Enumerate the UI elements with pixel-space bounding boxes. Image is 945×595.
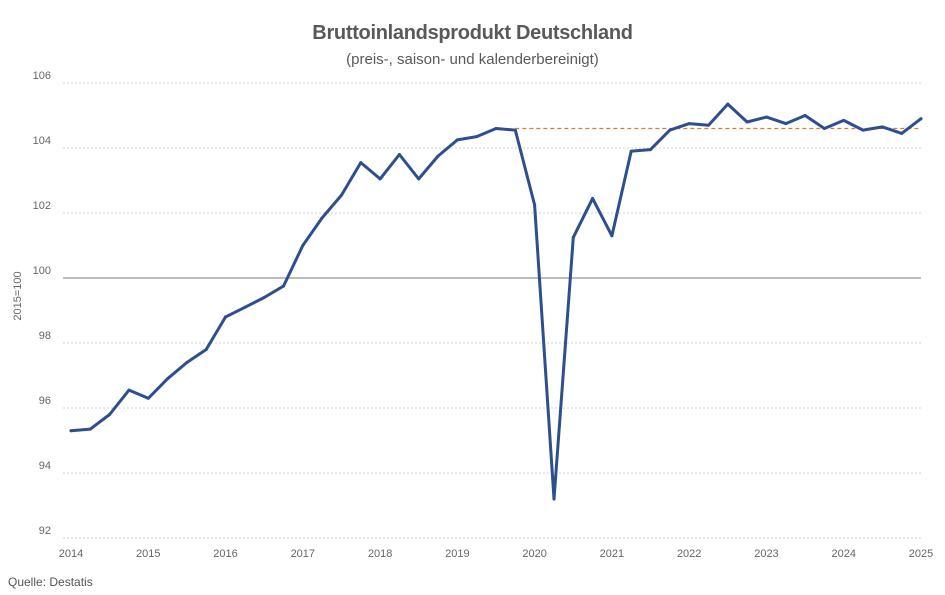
gdp-data-point <box>475 135 479 139</box>
y-tick-label: 98 <box>39 330 51 342</box>
x-tick-label: 2024 <box>831 548 855 560</box>
gdp-data-point <box>610 234 614 238</box>
y-tick-label: 94 <box>39 460 51 472</box>
y-tick-label: 104 <box>33 135 51 147</box>
gdp-data-point <box>127 388 131 392</box>
x-tick-label: 2022 <box>677 548 701 560</box>
series-layer <box>69 102 923 501</box>
x-axis-ticks: 2014 2015 2016 2017 2018 2019 2020 2021 2022 2023… <box>59 548 933 560</box>
x-tick-label: 2018 <box>368 548 392 560</box>
gdp-data-point <box>359 161 363 165</box>
gdp-data-point <box>919 117 923 121</box>
gdp-data-point <box>108 413 112 416</box>
y-axis-label: 2015=100 <box>12 271 24 320</box>
gdp-data-point <box>745 120 749 124</box>
gdp-data-point <box>146 396 150 400</box>
gdp-data-point <box>301 244 305 247</box>
gdp-data-point <box>880 125 884 129</box>
source-note: Quelle: Destatis <box>8 575 93 589</box>
gdp-data-point <box>707 123 710 127</box>
gdp-data-point <box>726 102 730 106</box>
gdp-data-point <box>533 203 537 207</box>
gdp-data-point <box>764 115 768 119</box>
gdp-series-line <box>69 102 923 501</box>
gdp-data-point <box>436 154 440 158</box>
chart-subtitle: (preis-, saison- und kalenderbereinigt) <box>346 51 599 68</box>
y-tick-label: 100 <box>33 265 51 277</box>
gdp-data-point <box>397 153 401 156</box>
gdp-data-point <box>224 315 228 319</box>
y-tick-label: 102 <box>33 200 51 212</box>
reference-lines <box>63 127 921 279</box>
gdp-data-point <box>339 193 343 197</box>
x-tick-label: 2019 <box>445 548 469 560</box>
gdp-data-point <box>185 361 189 364</box>
x-tick-label: 2017 <box>291 548 315 560</box>
x-tick-label: 2015 <box>136 548 160 560</box>
gdp-data-point <box>900 131 904 135</box>
y-axis-ticks: 92 94 96 98 100 102 104 106 <box>33 70 51 537</box>
gdp-data-point <box>552 497 556 501</box>
gdp-data-point <box>629 149 633 153</box>
gdp-data-point <box>803 114 807 117</box>
grid-lines <box>63 82 921 539</box>
gdp-data-point <box>687 122 691 126</box>
gdp-data-point <box>69 429 73 433</box>
gdp-data-point <box>320 216 324 220</box>
y-tick-label: 96 <box>39 395 51 407</box>
gdp-data-point <box>668 128 672 132</box>
gdp-data-point <box>417 177 421 181</box>
gdp-data-point <box>861 128 865 132</box>
chart-title: Bruttoinlandsprodukt Deutschland <box>312 22 633 44</box>
x-tick-label: 2016 <box>213 548 237 560</box>
gdp-data-point <box>591 196 595 200</box>
gdp-data-point <box>494 127 498 130</box>
gdp-data-point <box>282 284 285 288</box>
gdp-data-point <box>513 128 517 132</box>
gdp-data-point <box>166 377 170 381</box>
x-tick-label: 2021 <box>600 548 624 560</box>
x-tick-label: 2023 <box>754 548 778 560</box>
x-tick-label: 2014 <box>59 548 83 560</box>
x-tick-label: 2020 <box>522 548 546 560</box>
gdp-data-point <box>784 122 788 126</box>
gdp-data-point <box>204 348 208 351</box>
gdp-data-point <box>262 296 266 299</box>
y-tick-label: 106 <box>33 70 51 82</box>
gdp-data-point <box>842 118 846 122</box>
gdp-data-point <box>455 138 459 142</box>
gdp-data-point <box>822 127 826 130</box>
gdp-data-point <box>243 305 247 309</box>
x-tick-label: 2025 <box>909 548 933 560</box>
gdp-data-point <box>571 235 575 239</box>
gdp-data-point <box>649 148 653 152</box>
gdp-data-point <box>88 427 92 431</box>
y-tick-label: 92 <box>39 525 51 537</box>
gdp-data-point <box>378 177 382 181</box>
